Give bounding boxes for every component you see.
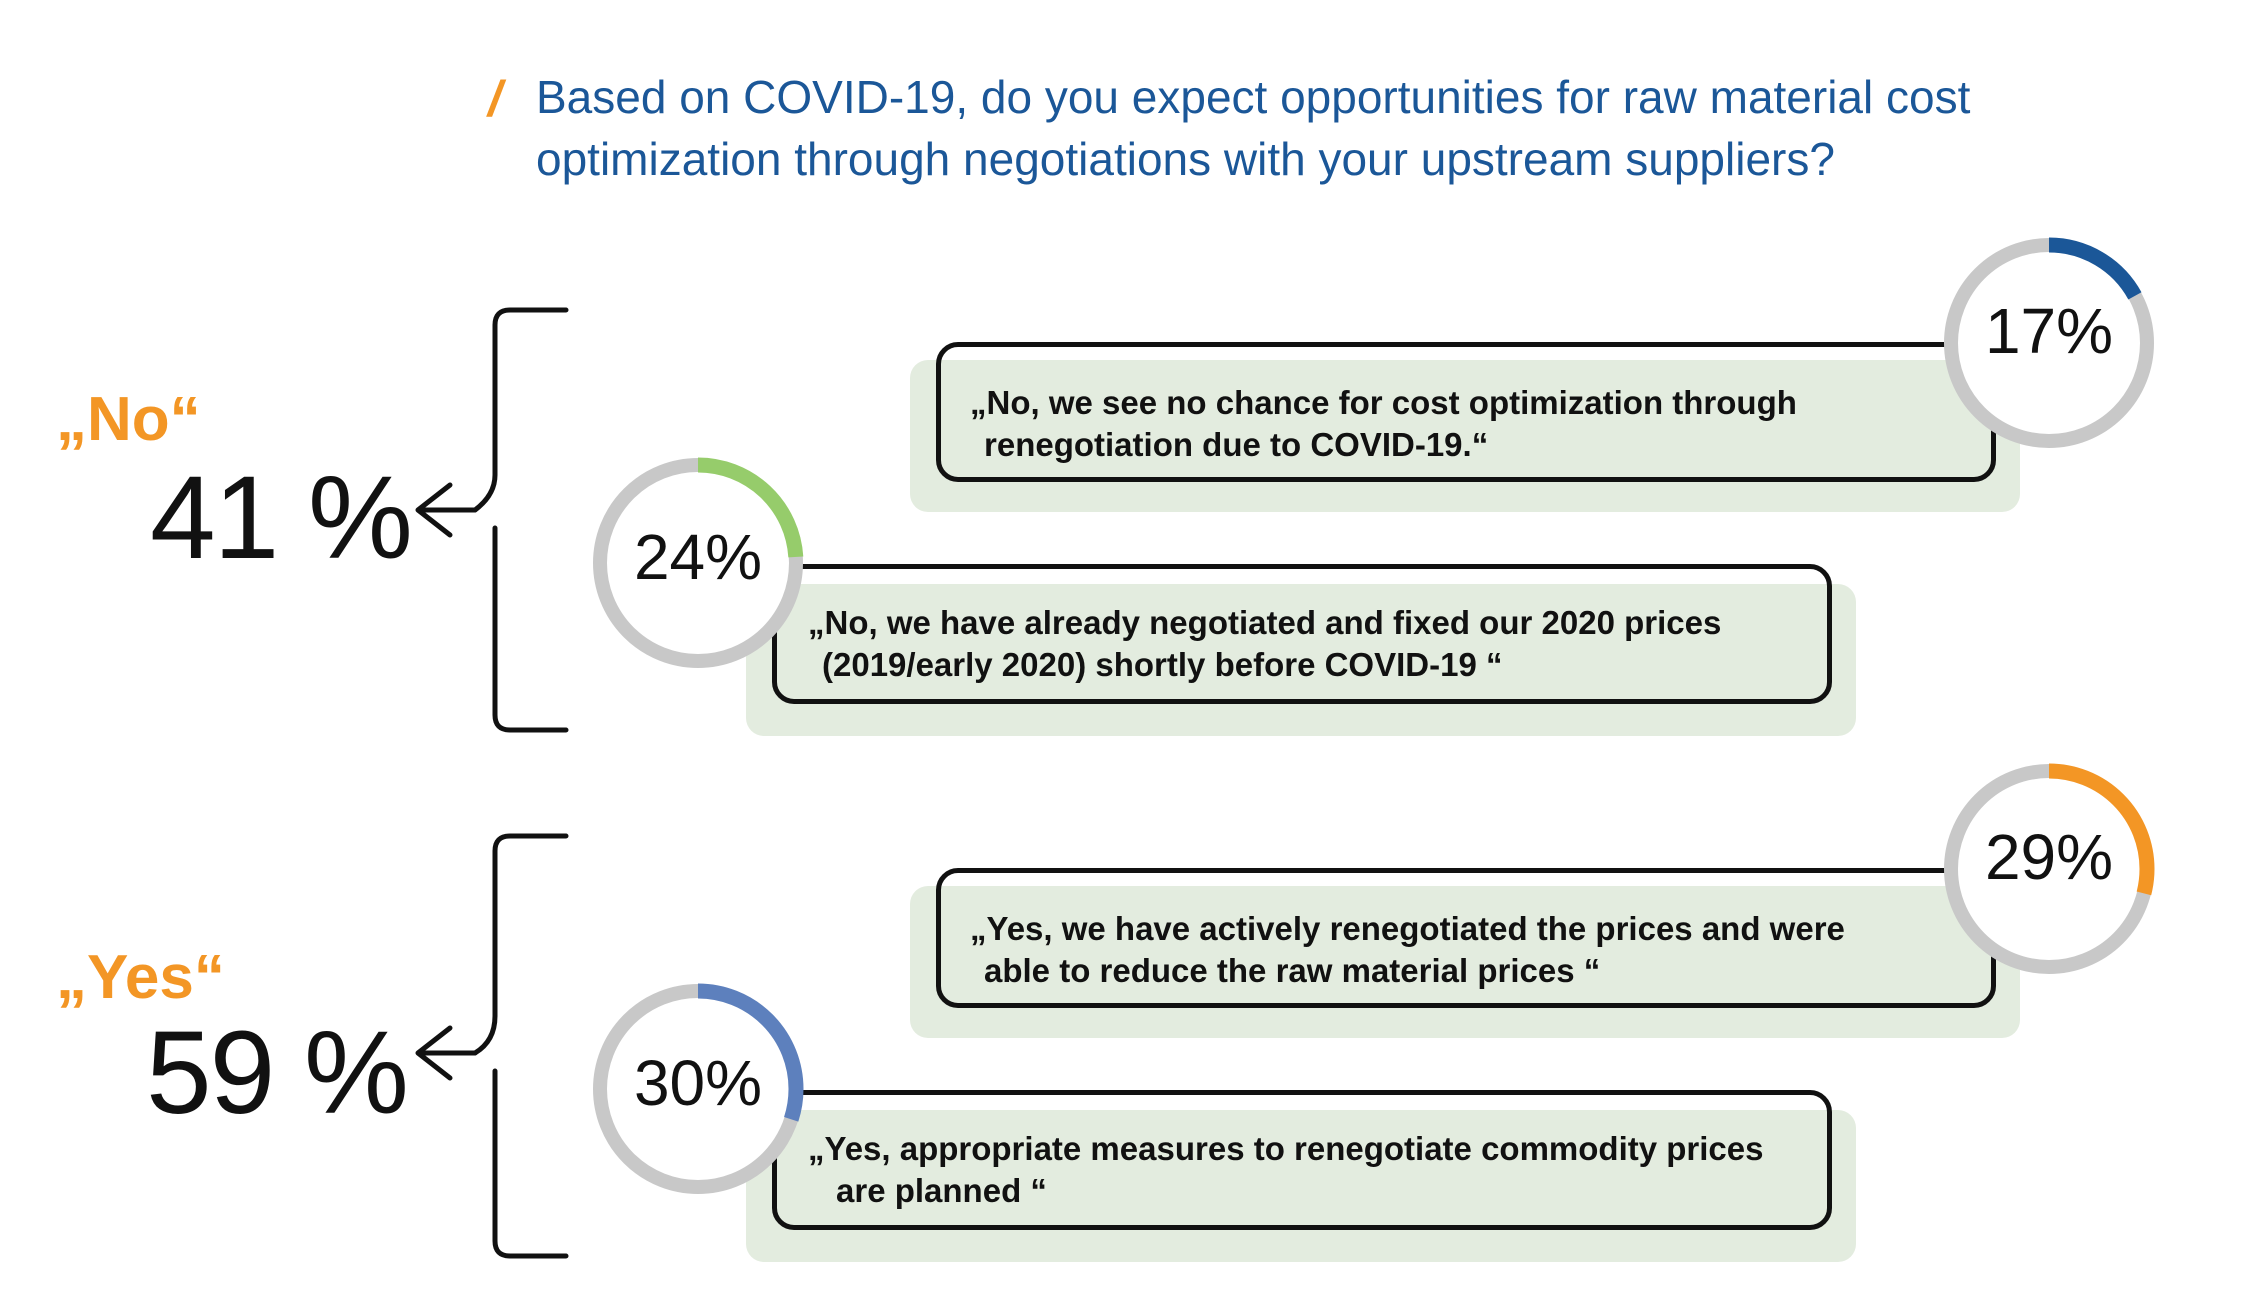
- answer-1-line-2: renegotiation due to COVID-19.“: [984, 426, 1489, 463]
- answer-4-line-2: are planned “: [836, 1172, 1047, 1209]
- answer-1-background: [910, 360, 2020, 512]
- answer-2-line-1: „No, we have already negotiated and fixe…: [808, 604, 1722, 641]
- group-value-no: 41 %: [150, 452, 413, 584]
- donut-17-arc: [1943, 237, 2155, 449]
- answer-3-text: „Yes, we have actively renegotiated the …: [970, 908, 1845, 992]
- donut-24: 24%: [583, 448, 813, 678]
- answer-2-text: „No, we have already negotiated and fixe…: [808, 602, 1721, 686]
- donut-29-label: 29%: [1984, 821, 2114, 893]
- donut-17-svg: [1943, 237, 2155, 449]
- donut-17-label: 17%: [1984, 295, 2114, 367]
- answer-4-background: [746, 1110, 1856, 1262]
- donut-24-svg: [592, 457, 804, 669]
- answer-2-line-2: (2019/early 2020) shortly before COVID-1…: [822, 646, 1503, 683]
- answer-1-line-1: „No, we see no chance for cost optimizat…: [970, 384, 1797, 421]
- group-label-yes: „Yes“: [56, 943, 225, 1012]
- answer-4-line-1: „Yes, appropriate measures to renegotiat…: [808, 1130, 1764, 1167]
- donut-29-arc: [1943, 763, 2155, 975]
- donut-30-arc: [592, 983, 804, 1195]
- bracket-no: [415, 307, 569, 733]
- donut-24-arc: [592, 457, 804, 669]
- answer-3-line-2: able to reduce the raw material prices “: [984, 952, 1601, 989]
- question-line-1: Based on COVID-19, do you expect opportu…: [536, 71, 1971, 123]
- answer-1-text: „No, we see no chance for cost optimizat…: [970, 382, 1797, 466]
- question-title: Based on COVID-19, do you expect opportu…: [536, 66, 1970, 190]
- answer-3-line-1: „Yes, we have actively renegotiated the …: [970, 910, 1845, 947]
- question-line-2: optimization through negotiations with y…: [536, 133, 1835, 185]
- group-label-no: „No“: [56, 385, 201, 454]
- donut-29-svg: [1943, 763, 2155, 975]
- donut-17: 17%: [1934, 228, 2164, 458]
- title-marker: /: [488, 71, 502, 127]
- answer-2-background: [746, 584, 1856, 736]
- donut-24-label: 24%: [633, 521, 763, 593]
- donut-29: 29%: [1934, 754, 2164, 984]
- donut-30-label: 30%: [633, 1047, 763, 1119]
- group-value-yes: 59 %: [146, 1007, 409, 1139]
- donut-30-svg: [592, 983, 804, 1195]
- answer-3-background: [910, 886, 2020, 1038]
- donut-30: 30%: [583, 974, 813, 1204]
- bracket-yes: [415, 833, 569, 1259]
- answer-4-text: „Yes, appropriate measures to renegotiat…: [808, 1128, 1764, 1212]
